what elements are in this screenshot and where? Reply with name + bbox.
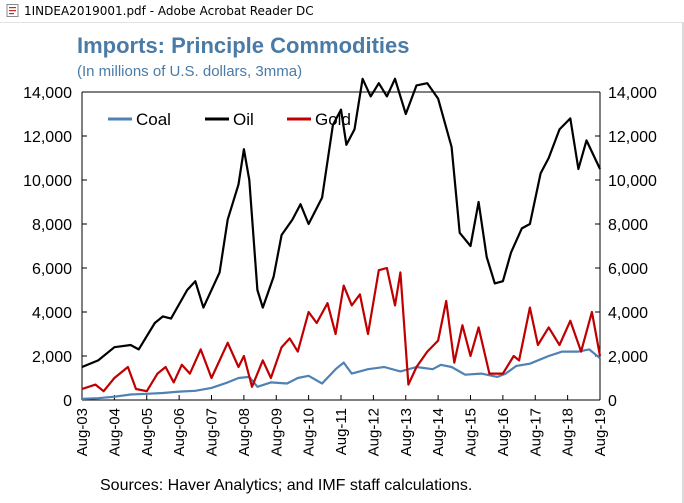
y-tick-label-right: 12,000 [608,129,657,146]
series-line-gold [81,266,602,393]
x-tick-label: Aug-17 [527,408,544,456]
x-tick-label: Aug-19 [592,408,609,456]
y-tick-label-right: 8,000 [608,217,648,234]
x-tick-label: Aug-07 [204,408,221,456]
x-tick-label: Aug-08 [236,408,253,456]
y-tick-label-right: 4,000 [608,305,648,322]
y-tick-label-right: 10,000 [608,173,657,190]
y-tick-label-right: 6,000 [608,261,648,278]
x-tick-label: Aug-06 [171,408,188,456]
y-tick-label-left: 14,000 [23,85,72,102]
y-tick-label-left: 4,000 [32,305,72,322]
y-tick-label-right: 0 [608,393,617,410]
x-tick-label: Aug-18 [560,408,577,456]
x-tick-label: Aug-11 [333,408,350,455]
window-title: 1INDEA2019001.pdf - Adobe Acrobat Reader… [24,4,314,18]
acrobat-icon [6,4,19,17]
y-tick-label-left: 10,000 [23,173,72,190]
x-tick-label: Aug-12 [365,408,382,456]
x-tick-label: Aug-03 [74,408,91,456]
chart-subtitle: (In millions of U.S. dollars, 3mma) [77,63,303,80]
legend-label-gold: Gold [315,110,351,129]
x-tick-label: Aug-15 [463,408,480,456]
y-tick-label-left: 12,000 [23,129,72,146]
y-tick-label-left: 6,000 [32,261,72,278]
series-line-oil [81,77,601,369]
source-note: Sources: Haver Analytics; and IMF staff … [100,477,473,494]
y-tick-label-right: 14,000 [608,85,657,102]
x-tick-label: Aug-10 [301,408,318,456]
y-tick-label-left: 2,000 [32,349,72,366]
x-tick-label: Aug-04 [106,408,123,456]
y-tick-label-right: 2,000 [608,349,648,366]
x-tick-label: Aug-14 [430,408,447,456]
chart-title: Imports: Principle Commodities [77,33,410,58]
x-tick-label: Aug-09 [268,408,285,456]
x-tick-label: Aug-05 [139,408,156,456]
x-tick-label: Aug-13 [398,408,415,456]
x-tick-label: Aug-16 [495,408,512,456]
y-tick-label-left: 8,000 [32,217,72,234]
window-titlebar: 1INDEA2019001.pdf - Adobe Acrobat Reader… [0,0,684,23]
document-page[interactable] [0,23,684,503]
series-line-coal [81,348,601,400]
vertical-scrollbar[interactable] [682,23,684,503]
y-tick-label-left: 0 [63,393,72,410]
legend-label-coal: Coal [136,110,171,129]
legend-label-oil: Oil [233,110,254,129]
